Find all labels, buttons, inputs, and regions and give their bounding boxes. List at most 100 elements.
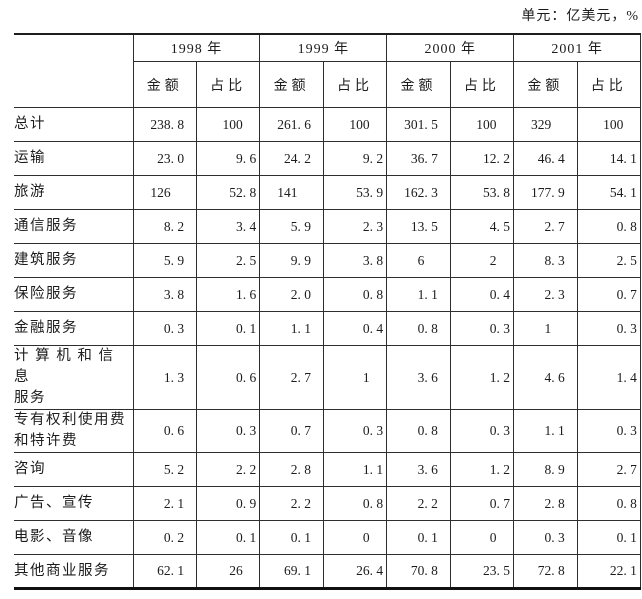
amount-cell: 72. 8 bbox=[513, 554, 578, 589]
share-header-1998: 占比 bbox=[195, 61, 261, 108]
share-cell: 0. 1 bbox=[195, 520, 261, 555]
amount-cell: 2. 7 bbox=[259, 345, 324, 410]
share-cell: 0. 3 bbox=[576, 311, 642, 346]
amount-cell: 0. 7 bbox=[259, 409, 324, 453]
amount-cell: 24. 2 bbox=[259, 141, 324, 176]
amount-cell: 0. 6 bbox=[132, 409, 197, 453]
share-cell: 100 bbox=[449, 107, 515, 142]
share-cell: 100 bbox=[322, 107, 388, 142]
row-label: 广告、宣传 bbox=[14, 486, 134, 521]
share-cell: 0. 8 bbox=[576, 209, 642, 244]
share-cell: 12. 2 bbox=[449, 141, 515, 176]
row-label: 建筑服务 bbox=[14, 243, 134, 278]
share-header-2000: 占比 bbox=[449, 61, 515, 108]
amount-cell: 2. 1 bbox=[132, 486, 197, 521]
share-cell: 2. 5 bbox=[195, 243, 261, 278]
amount-cell: 3. 6 bbox=[386, 452, 451, 487]
share-cell: 1 bbox=[322, 345, 388, 410]
year-header-2001: 2001 年 bbox=[513, 33, 641, 62]
share-cell: 0. 4 bbox=[322, 311, 388, 346]
amount-cell: 23. 0 bbox=[132, 141, 197, 176]
amount-cell: 1. 1 bbox=[259, 311, 324, 346]
row-label: 总计 bbox=[14, 107, 134, 142]
table-header: 1998 年 1999 年 2000 年 2001 年 金额 占比 金额 占比 金额 占比 金额占… bbox=[14, 33, 642, 108]
amount-cell: 301. 5 bbox=[386, 107, 451, 142]
share-cell: 0 bbox=[322, 520, 388, 555]
amount-cell: 9. 9 bbox=[259, 243, 324, 278]
share-cell: 100 bbox=[576, 107, 642, 142]
unit-label: 单元：亿美元，% bbox=[521, 9, 639, 24]
row-label: 专有权利使用费 和特许费 bbox=[14, 409, 134, 453]
amount-cell: 8. 2 bbox=[132, 209, 197, 244]
share-cell: 26. 4 bbox=[322, 554, 388, 589]
share-cell: 0. 3 bbox=[322, 409, 388, 453]
share-cell: 1. 6 bbox=[195, 277, 261, 312]
row-label: 运输 bbox=[14, 141, 134, 176]
table-row: 其他商业服务 62. 1 26 69. 1 26. 4 70. 8 23. 5 72. 8 22… bbox=[14, 554, 642, 589]
amount-cell: 0. 1 bbox=[259, 520, 324, 555]
amount-cell: 1. 1 bbox=[386, 277, 451, 312]
share-cell: 2. 3 bbox=[322, 209, 388, 244]
amount-cell: 5. 9 bbox=[132, 243, 197, 278]
amount-cell: 0. 1 bbox=[386, 520, 451, 555]
amount-header-1998: 金额 bbox=[132, 61, 197, 108]
amount-cell: 36. 7 bbox=[386, 141, 451, 176]
share-cell: 53. 8 bbox=[449, 175, 515, 210]
share-cell: 0. 9 bbox=[195, 486, 261, 521]
amount-cell: 2. 8 bbox=[259, 452, 324, 487]
amount-cell: 2. 2 bbox=[259, 486, 324, 521]
amount-cell: 0. 2 bbox=[132, 520, 197, 555]
share-cell: 0. 3 bbox=[576, 409, 642, 453]
year-header-1998: 1998 年 bbox=[132, 33, 261, 62]
share-cell: 52. 8 bbox=[195, 175, 261, 210]
share-cell: 0. 3 bbox=[195, 409, 261, 453]
amount-cell: 0. 8 bbox=[386, 311, 451, 346]
share-header-1999: 占比 bbox=[322, 61, 388, 108]
row-label: 电影、音像 bbox=[14, 520, 134, 555]
share-cell: 0. 3 bbox=[449, 311, 515, 346]
amount-cell: 62. 1 bbox=[132, 554, 197, 589]
amount-cell: 5. 2 bbox=[132, 452, 197, 487]
share-cell: 2. 2 bbox=[195, 452, 261, 487]
amount-cell: 238. 8 bbox=[132, 107, 197, 142]
amount-cell: 1 bbox=[513, 311, 578, 346]
share-cell: 1. 2 bbox=[449, 452, 515, 487]
share-cell: 3. 4 bbox=[195, 209, 261, 244]
share-cell: 1. 4 bbox=[576, 345, 642, 410]
amount-cell: 13. 5 bbox=[386, 209, 451, 244]
share-cell: 22. 1 bbox=[576, 554, 642, 589]
share-cell: 0. 7 bbox=[576, 277, 642, 312]
share-cell: 9. 6 bbox=[195, 141, 261, 176]
share-cell: 53. 9 bbox=[322, 175, 388, 210]
share-cell: 9. 2 bbox=[322, 141, 388, 176]
amount-cell: 1. 1 bbox=[513, 409, 578, 453]
share-cell: 0. 4 bbox=[449, 277, 515, 312]
amount-header-2000: 金额 bbox=[386, 61, 451, 108]
row-label: 保险服务 bbox=[14, 277, 134, 312]
amount-cell: 2. 3 bbox=[513, 277, 578, 312]
share-cell: 0. 7 bbox=[449, 486, 515, 521]
share-cell: 0. 6 bbox=[195, 345, 261, 410]
amount-cell: 141 bbox=[259, 175, 324, 210]
row-label: 咨询 bbox=[14, 452, 134, 487]
share-cell: 0. 8 bbox=[322, 277, 388, 312]
amount-header-1999: 金额 bbox=[259, 61, 324, 108]
year-header-1999: 1999 年 bbox=[259, 33, 388, 62]
row-label: 金融服务 bbox=[14, 311, 134, 346]
share-cell: 2. 5 bbox=[576, 243, 642, 278]
share-cell: 3. 8 bbox=[322, 243, 388, 278]
amount-cell: 69. 1 bbox=[259, 554, 324, 589]
table-row: 总计 238. 8 100 261. 6 100 301. 5 100 329 100 bbox=[14, 107, 642, 142]
share-cell: 0. 3 bbox=[449, 409, 515, 453]
amount-cell: 126 bbox=[132, 175, 197, 210]
amount-cell: 0. 3 bbox=[132, 311, 197, 346]
amount-cell: 4. 6 bbox=[513, 345, 578, 410]
amount-cell: 2. 0 bbox=[259, 277, 324, 312]
amount-cell: 8. 9 bbox=[513, 452, 578, 487]
amount-cell: 162. 3 bbox=[386, 175, 451, 210]
